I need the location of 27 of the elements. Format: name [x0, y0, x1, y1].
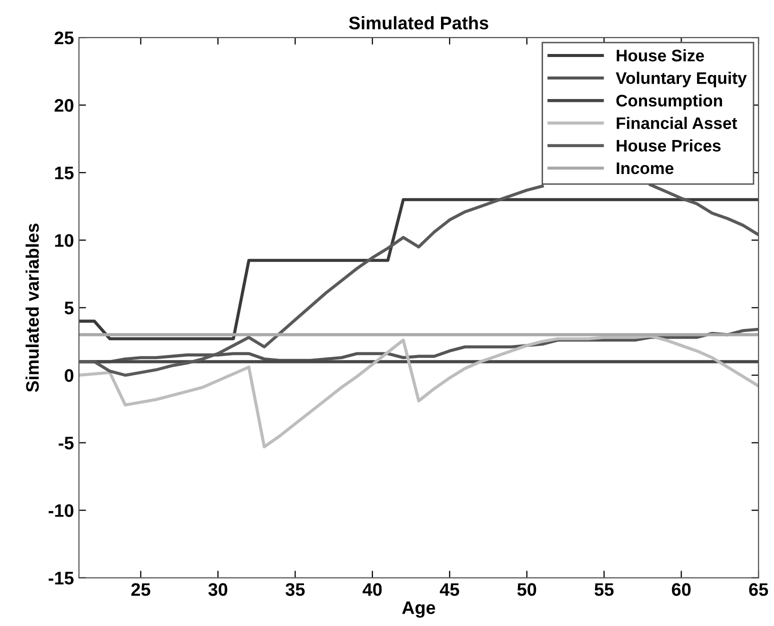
legend-label: Financial Asset [616, 116, 738, 130]
legend-label: House Prices [616, 139, 721, 152]
y-tick-label: -10 [48, 504, 74, 517]
legend-label: House Size [616, 49, 704, 62]
x-tick-label: 30 [208, 583, 228, 596]
y-tick-label: -5 [58, 436, 74, 450]
y-tick-label: 25 [54, 31, 74, 44]
x-tick-label: 45 [440, 583, 460, 596]
y-tick-label: 20 [54, 99, 74, 112]
x-tick-label: 40 [362, 583, 382, 596]
chart-title: Simulated Paths [349, 16, 488, 30]
x-tick-label: 55 [594, 583, 614, 596]
y-tick-label: -15 [48, 572, 74, 585]
legend-label: Income [616, 162, 674, 174]
legend-label: Consumption [616, 94, 722, 110]
y-axis-title: Simulated variables [26, 224, 39, 392]
x-axis-title: Age [402, 601, 436, 618]
y-tick-label: 15 [55, 166, 74, 180]
y-tick-label: 10 [55, 234, 74, 247]
x-tick-label: 60 [672, 583, 691, 596]
x-tick-label: 65 [749, 583, 768, 596]
x-tick-label: 50 [517, 583, 536, 596]
x-tick-label: 35 [286, 583, 305, 596]
legend-label: Voluntary Equity [616, 72, 747, 88]
y-tick-label: 0 [64, 369, 74, 382]
x-tick-label: 25 [131, 583, 150, 596]
y-tick-label: 5 [64, 302, 74, 314]
